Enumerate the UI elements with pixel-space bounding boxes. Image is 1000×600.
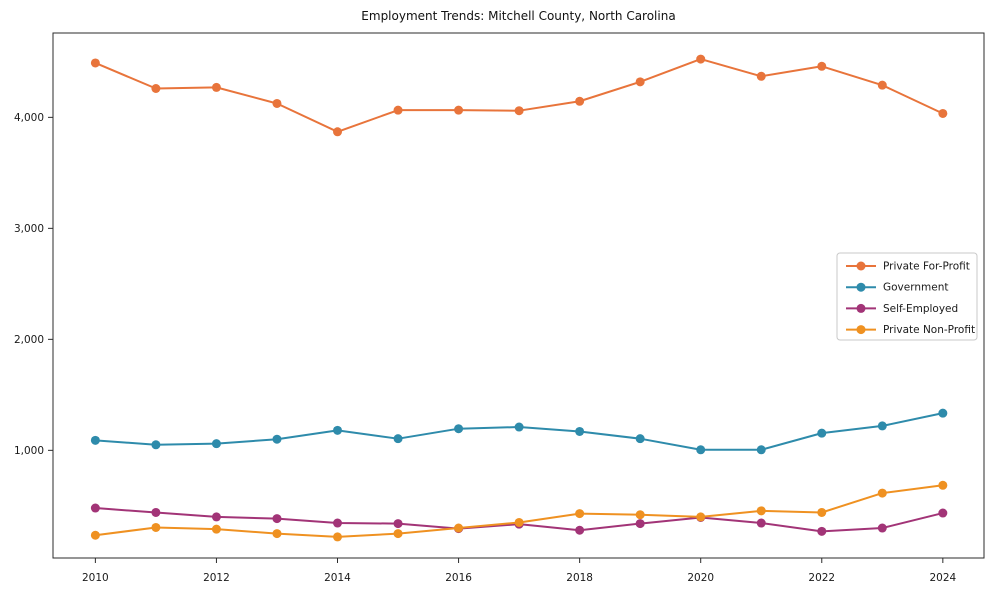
data-point-private-for-profit xyxy=(151,83,161,93)
series-line-private-non-profit xyxy=(95,484,943,538)
legend-marker-icon xyxy=(856,282,866,292)
data-point-government xyxy=(877,421,887,431)
data-point-private-non-profit xyxy=(333,532,343,542)
x-tick-label: 2018 xyxy=(566,572,593,584)
data-point-self-employed xyxy=(151,507,161,517)
data-point-self-employed xyxy=(756,518,766,528)
data-point-private-non-profit xyxy=(635,510,645,520)
x-tick-label: 2022 xyxy=(808,572,835,584)
data-point-government xyxy=(514,422,524,432)
data-point-private-for-profit xyxy=(272,98,282,108)
data-point-self-employed xyxy=(575,525,585,535)
data-point-government xyxy=(635,434,645,444)
data-point-self-employed xyxy=(272,514,282,524)
data-point-self-employed xyxy=(393,519,403,529)
data-point-private-non-profit xyxy=(151,522,161,532)
legend-item-private-for-profit: Private For-Profit xyxy=(846,261,970,273)
data-point-private-non-profit xyxy=(696,512,706,522)
legend-label-private-for-profit: Private For-Profit xyxy=(883,261,970,273)
x-tick-label: 2024 xyxy=(929,572,956,584)
data-point-government xyxy=(151,440,161,450)
legend-marker-icon xyxy=(856,261,866,271)
series-private-for-profit xyxy=(90,54,948,137)
data-point-private-non-profit xyxy=(211,524,221,534)
data-point-government xyxy=(938,408,948,418)
data-point-private-for-profit xyxy=(877,80,887,90)
data-point-private-for-profit xyxy=(393,105,403,115)
data-point-private-for-profit xyxy=(575,96,585,106)
data-point-private-for-profit xyxy=(756,71,766,81)
x-tick-label: 2010 xyxy=(82,572,109,584)
y-tick-label: 1,000 xyxy=(14,445,44,457)
data-point-private-non-profit xyxy=(393,529,403,539)
legend-label-self-employed: Self-Employed xyxy=(883,303,958,315)
data-point-self-employed xyxy=(90,503,100,513)
data-point-private-non-profit xyxy=(514,517,524,527)
data-point-private-for-profit xyxy=(333,127,343,137)
data-point-private-non-profit xyxy=(454,523,464,533)
y-tick-label: 2,000 xyxy=(14,334,44,346)
data-point-self-employed xyxy=(211,512,221,522)
data-point-private-non-profit xyxy=(90,530,100,540)
legend-item-private-non-profit: Private Non-Profit xyxy=(846,324,975,336)
data-point-private-non-profit xyxy=(938,480,948,490)
data-point-private-non-profit xyxy=(817,507,827,517)
legend-item-government: Government xyxy=(846,282,948,294)
y-axis: 1,000 2,000 3,000 4,000 xyxy=(14,112,53,457)
data-point-private-for-profit xyxy=(90,58,100,68)
plot-border xyxy=(52,32,985,559)
data-point-private-for-profit xyxy=(817,61,827,71)
legend-marker-icon xyxy=(856,303,866,313)
data-point-government xyxy=(393,434,403,444)
legend-label-private-non-profit: Private Non-Profit xyxy=(883,324,975,336)
data-point-self-employed xyxy=(817,526,827,536)
series-private-non-profit xyxy=(90,480,948,542)
data-point-government xyxy=(90,435,100,445)
x-tick-label: 2014 xyxy=(324,572,351,584)
data-point-government xyxy=(817,428,827,438)
data-point-private-non-profit xyxy=(272,529,282,539)
data-point-government xyxy=(696,445,706,455)
data-point-private-for-profit xyxy=(211,82,221,92)
data-point-private-non-profit xyxy=(877,488,887,498)
legend-box xyxy=(836,252,978,341)
x-axis: 2010 2012 2014 2016 2018 2020 2022 2024 xyxy=(82,558,957,584)
data-point-self-employed xyxy=(938,508,948,518)
data-point-government xyxy=(333,425,343,435)
x-tick-label: 2012 xyxy=(203,572,230,584)
data-point-self-employed xyxy=(635,519,645,529)
data-point-government xyxy=(575,426,585,436)
data-point-private-non-profit xyxy=(756,506,766,516)
y-tick-label: 4,000 xyxy=(14,112,44,124)
series-line-private-for-profit xyxy=(94,58,944,133)
y-tick-label: 3,000 xyxy=(14,223,44,235)
data-point-government xyxy=(454,424,464,434)
data-point-private-for-profit xyxy=(938,108,948,118)
data-point-government xyxy=(211,439,221,449)
data-point-self-employed xyxy=(877,523,887,533)
chart-title: Employment Trends: Mitchell County, Nort… xyxy=(361,9,676,23)
data-point-private-for-profit xyxy=(635,77,645,87)
data-point-government xyxy=(272,434,282,444)
x-tick-label: 2016 xyxy=(445,572,472,584)
x-tick-label: 2020 xyxy=(687,572,714,584)
legend: Private For-Profit Government Self-Employe… xyxy=(836,252,978,341)
legend-item-self-employed: Self-Employed xyxy=(846,303,958,315)
data-point-private-for-profit xyxy=(696,54,706,64)
data-point-private-for-profit xyxy=(514,106,524,116)
data-point-government xyxy=(756,445,766,455)
legend-label-government: Government xyxy=(883,282,948,294)
data-point-private-non-profit xyxy=(575,509,585,519)
data-point-private-for-profit xyxy=(454,105,464,115)
series-government xyxy=(90,408,948,455)
data-point-self-employed xyxy=(333,518,343,528)
legend-marker-icon xyxy=(856,325,866,335)
